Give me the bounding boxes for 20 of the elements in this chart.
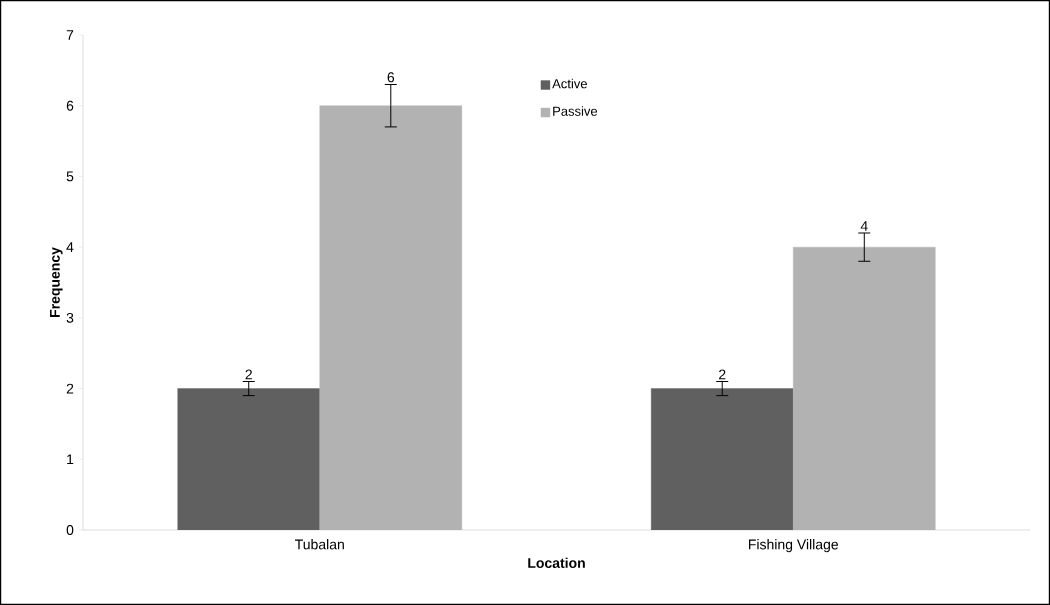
y-tick-label: 2 xyxy=(66,383,74,394)
x-tick-label: Fishing Village xyxy=(749,539,839,553)
y-axis-title: Frequency xyxy=(50,247,63,317)
bar xyxy=(651,388,794,530)
y-tick-label: 0 xyxy=(66,525,74,535)
y-tick-label: 5 xyxy=(66,171,74,182)
y-tick-label: 6 xyxy=(66,100,74,111)
legend-label: Active xyxy=(552,78,587,89)
y-tick-label: 3 xyxy=(66,312,74,323)
legend-label: Passive xyxy=(553,106,598,116)
x-axis-title: Location xyxy=(528,557,585,568)
data-label: 2 xyxy=(719,369,726,380)
data-label: 2 xyxy=(245,369,252,380)
y-tick-label: 4 xyxy=(66,242,74,252)
x-tick-label: Tubalan xyxy=(295,539,344,550)
y-tick-label: 7 xyxy=(66,30,74,40)
bar xyxy=(177,388,320,530)
y-tick-label: 1 xyxy=(67,454,74,465)
data-label: 4 xyxy=(860,221,868,231)
data-label: 6 xyxy=(387,72,395,83)
